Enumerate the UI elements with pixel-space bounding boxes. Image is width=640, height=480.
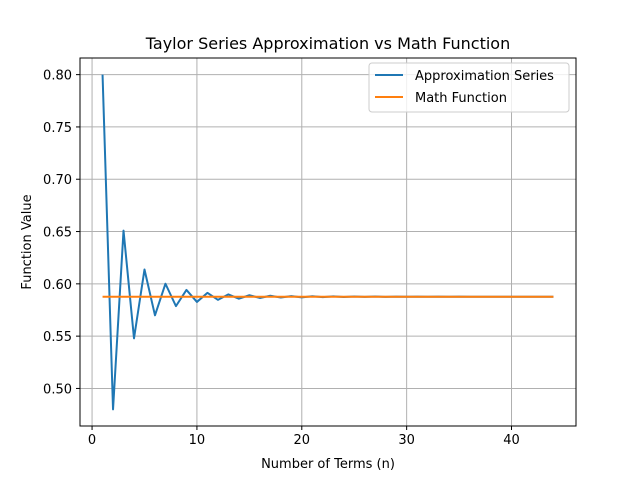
y-tick-label: 0.65 <box>43 226 72 241</box>
x-tick-label: 10 <box>189 433 206 448</box>
y-tick-label: 0.75 <box>43 121 72 136</box>
x-tick-label: 20 <box>294 433 311 448</box>
axis-ticks: 0 10 20 30 40 0.50 0.55 0.60 0.65 0.70 0.75 0.80 <box>43 69 520 448</box>
y-tick-label: 0.60 <box>43 278 72 293</box>
y-tick-label: 0.50 <box>43 382 72 397</box>
legend-label-approximation-series: Approximation Series <box>415 69 554 84</box>
legend-label-math-function: Math Function <box>415 91 507 106</box>
legend: Approximation Series Math Function <box>368 62 570 113</box>
chart-title: Taylor Series Approximation vs Math Func… <box>145 34 510 53</box>
series-lines <box>101 74 554 411</box>
x-tick-label: 40 <box>503 433 520 448</box>
y-tick-label: 0.55 <box>43 330 72 345</box>
x-axis-label: Number of Terms (n) <box>261 457 395 472</box>
plot-frame <box>79 57 577 427</box>
y-axis-label: Function Value <box>20 194 35 289</box>
y-tick-label: 0.80 <box>43 69 72 84</box>
grid-lines <box>80 58 576 426</box>
x-tick-label: 30 <box>398 433 415 448</box>
legend-frame <box>368 62 570 113</box>
x-tick-label: 0 <box>88 433 96 448</box>
y-tick-label: 0.70 <box>43 173 72 188</box>
